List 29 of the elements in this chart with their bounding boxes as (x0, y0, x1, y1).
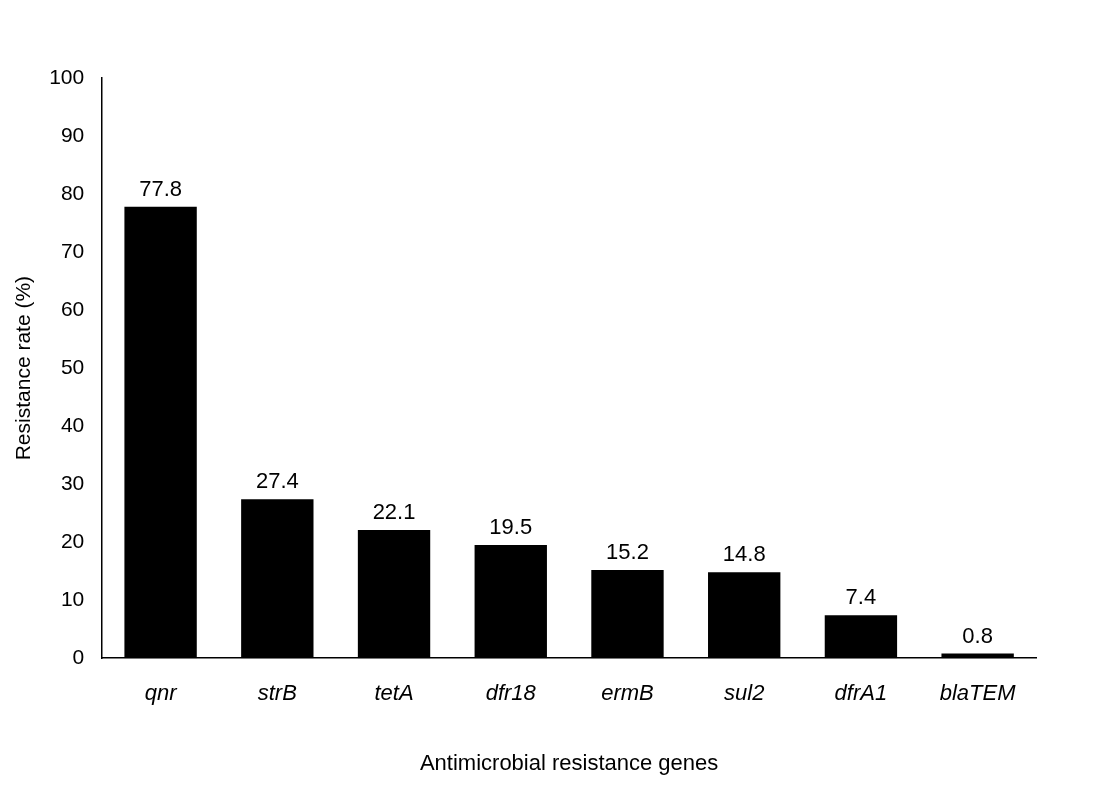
y-tick-label: 90 (60, 122, 85, 146)
x-tick-label: ermB (601, 679, 654, 705)
data-label: 19.5 (489, 514, 533, 540)
x-tick-label: sul2 (724, 679, 765, 705)
data-label: 15.2 (606, 539, 649, 565)
data-label: 7.4 (845, 584, 877, 610)
y-tick-label: 20 (60, 528, 85, 552)
data-label: 0.8 (962, 622, 993, 648)
x-tick-label: blaTEM (939, 679, 1017, 705)
x-tick-label: dfrA1 (834, 679, 888, 705)
y-tick-label: 100 (49, 64, 85, 88)
x-tick-label: qnr (144, 679, 179, 705)
data-label: 27.4 (255, 468, 299, 494)
y-tick-label: 50 (60, 354, 85, 378)
x-axis-title: Antimicrobial resistance genes (419, 749, 719, 775)
data-label: 77.8 (139, 175, 183, 201)
y-tick-label: 30 (60, 470, 85, 494)
data-label: 22.1 (372, 499, 416, 525)
y-tick-label: 70 (60, 238, 85, 262)
y-axis-title: Resistance rate (%) (11, 275, 35, 461)
y-tick-label: 80 (60, 180, 85, 204)
y-tick-label: 10 (60, 586, 85, 610)
y-tick-label: 0 (72, 645, 85, 668)
x-tick-label: strB (257, 679, 297, 705)
y-tick-label: 60 (60, 296, 85, 320)
y-tick-label: 40 (60, 412, 85, 436)
x-tick-label: dfr18 (485, 679, 537, 705)
x-tick-label: tetA (374, 679, 414, 705)
data-label: 14.8 (722, 541, 766, 567)
